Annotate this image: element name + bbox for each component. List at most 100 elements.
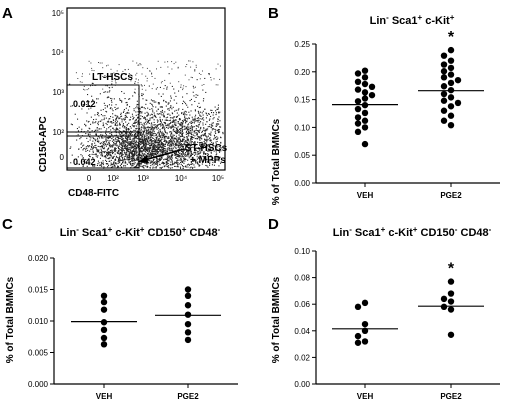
flow-event-dot — [182, 159, 184, 161]
flow-event-dot — [126, 153, 128, 155]
flow-event-dot — [177, 151, 179, 153]
flow-event-dot — [108, 96, 110, 98]
flow-event-dot — [117, 116, 119, 118]
flow-event-dot — [108, 91, 110, 93]
flow-event-dot — [153, 145, 155, 147]
flow-event-dot — [159, 140, 161, 142]
flow-event-dot — [185, 131, 187, 133]
flow-event-dot — [121, 149, 123, 151]
flow-event-dot — [105, 145, 107, 147]
flow-event-dot — [167, 137, 169, 139]
flow-event-dot — [131, 155, 133, 157]
flow-x-tick: 10³ — [137, 174, 149, 183]
flow-event-dot — [125, 152, 127, 154]
flow-event-dot — [167, 155, 169, 157]
flow-event-dot — [190, 132, 192, 134]
flow-event-dot — [180, 158, 182, 160]
flow-event-dot — [197, 130, 199, 132]
flow-event-dot — [171, 112, 173, 114]
flow-event-dot — [177, 152, 179, 154]
flow-event-dot — [167, 154, 169, 156]
flow-event-dot — [208, 149, 210, 151]
flow-event-dot — [125, 128, 127, 130]
flow-event-dot — [149, 117, 151, 119]
flow-event-dot — [194, 110, 196, 112]
flow-event-dot — [126, 163, 128, 165]
flow-event-dot — [131, 143, 133, 145]
flow-event-dot — [110, 73, 111, 75]
flow-event-dot — [164, 158, 166, 160]
flow-event-dot — [161, 81, 163, 82]
flow-event-dot — [136, 105, 138, 107]
flow-event-dot — [217, 123, 219, 125]
flow-event-dot — [135, 150, 137, 152]
flow-event-dot — [176, 144, 178, 146]
flow-event-dot — [180, 143, 182, 145]
flow-event-dot — [187, 143, 189, 145]
flow-event-dot — [103, 117, 105, 119]
flow-event-dot — [180, 150, 182, 152]
flow-event-dot — [116, 127, 118, 129]
flow-event-dot — [142, 67, 144, 69]
flow-event-dot — [126, 146, 128, 148]
flow-event-dot — [159, 159, 161, 161]
flow-event-dot — [158, 103, 160, 105]
flow-event-dot — [146, 77, 148, 79]
flow-event-dot — [173, 63, 175, 65]
flow-event-dot — [103, 166, 105, 168]
flow-event-dot — [162, 124, 164, 126]
flow-event-dot — [179, 118, 181, 120]
flow-event-dot — [203, 159, 205, 161]
flow-event-dot — [151, 72, 153, 74]
flow-event-dot — [215, 110, 217, 112]
flow-event-dot — [128, 138, 130, 140]
flow-event-dot — [107, 154, 109, 156]
flow-event-dot — [88, 88, 90, 90]
flow-event-dot — [114, 165, 116, 167]
flow-event-dot — [102, 160, 104, 162]
flow-event-dot — [161, 138, 163, 140]
flow-event-dot — [166, 151, 168, 153]
flow-event-dot — [142, 143, 144, 145]
flow-event-dot — [71, 105, 73, 107]
flow-event-dot — [186, 136, 188, 138]
flow-event-dot — [130, 144, 132, 146]
flow-event-dot — [184, 166, 186, 168]
flow-event-dot — [177, 130, 179, 132]
flow-event-dot — [143, 137, 145, 139]
flow-event-dot — [218, 111, 220, 113]
flow-event-dot — [156, 141, 158, 143]
flow-event-dot — [203, 134, 205, 136]
flow-event-dot — [194, 159, 196, 161]
flow-event-dot — [172, 117, 174, 119]
panel-c: C Lin- Sca1+ c-Kit+ CD150+ CD48- % of To… — [2, 216, 238, 401]
flow-event-dot — [112, 127, 114, 129]
flow-event-dot — [133, 137, 135, 139]
flow-event-dot — [133, 157, 135, 159]
flow-event-dot — [159, 144, 161, 146]
flow-event-dot — [80, 147, 82, 149]
flow-event-dot — [159, 116, 161, 118]
flow-event-dot — [98, 136, 100, 138]
flow-event-dot — [194, 141, 196, 143]
flow-event-dot — [146, 139, 148, 141]
flow-event-dot — [195, 114, 197, 116]
flow-event-dot — [135, 165, 137, 167]
flow-event-dot — [187, 134, 189, 136]
flow-event-dot — [139, 132, 141, 134]
flow-event-dot — [125, 102, 127, 104]
flow-event-dot — [135, 133, 137, 135]
flow-event-dot — [201, 118, 203, 120]
flow-event-dot — [81, 81, 83, 83]
flow-event-dot — [201, 118, 203, 120]
flow-event-dot — [174, 165, 176, 167]
flow-event-dot — [180, 132, 182, 134]
flow-event-dot — [181, 150, 183, 152]
data-point — [368, 91, 376, 99]
flow-event-dot — [161, 111, 163, 113]
flow-event-dot — [109, 153, 111, 155]
flow-event-dot — [160, 132, 162, 134]
flow-event-dot — [157, 136, 159, 138]
flow-event-dot — [88, 146, 90, 148]
flow-event-dot — [218, 123, 220, 125]
